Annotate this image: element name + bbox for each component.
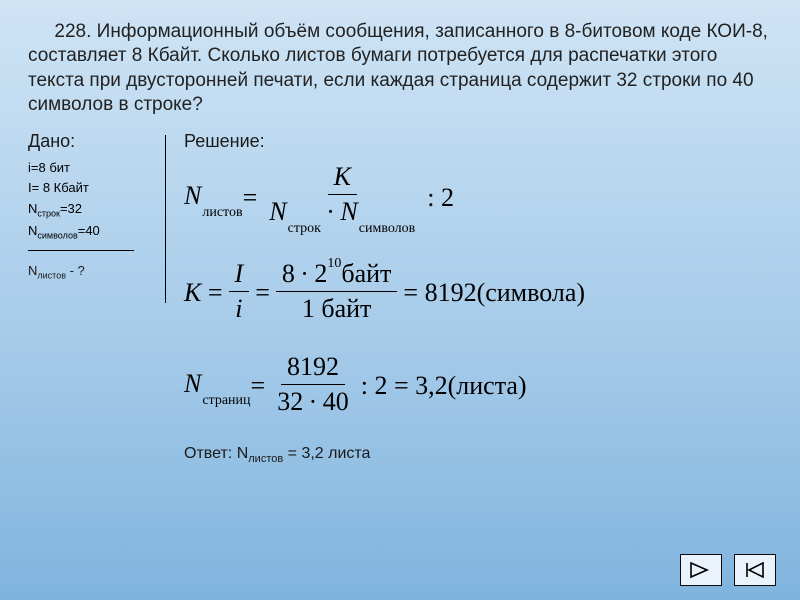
- nav-controls: [680, 554, 776, 586]
- f1-den-b-var: N: [340, 197, 357, 226]
- f1-den-a-var: N: [269, 197, 286, 226]
- play-forward-icon: [689, 561, 713, 579]
- f2-f1-num: I: [229, 259, 250, 292]
- answer-sep: :: [228, 445, 237, 462]
- f1-fraction: K Nстрок ∙ Nсимволов: [263, 162, 421, 233]
- answer-label: Ответ: [184, 445, 228, 462]
- f2-num-tail: байт: [341, 259, 391, 288]
- slide: 228. Информационный объём сообщения, зап…: [0, 0, 800, 466]
- given-line-3-sub: строк: [37, 208, 60, 218]
- f1-lhs-var: N: [184, 181, 201, 210]
- f3-eq: =: [251, 371, 266, 401]
- given-title: Дано:: [28, 131, 166, 152]
- problem-number: 228.: [54, 21, 91, 42]
- answer-val: = 3,2 листа: [283, 445, 370, 462]
- divider-vertical: [165, 135, 166, 303]
- f1-den-b-sub: символов: [359, 221, 416, 236]
- f1-lhs-sub: листов: [202, 205, 242, 220]
- next-slide-button[interactable]: [680, 554, 722, 586]
- f2-f1-den: i: [229, 292, 248, 326]
- f3-lhs-var: N: [184, 369, 201, 398]
- given-list: i=8 бит I= 8 Кбайт Nстрок=32 Nсимволов=4…: [28, 158, 134, 250]
- f3-fraction: 8192 32 ∙ 40: [271, 352, 355, 419]
- f1-num: K: [328, 162, 357, 195]
- skip-start-icon: [743, 561, 767, 579]
- find-rest: - ?: [66, 263, 85, 278]
- given-line-4-sub: символов: [37, 231, 77, 241]
- first-slide-button[interactable]: [734, 554, 776, 586]
- given-find: Nлистов - ?: [28, 263, 166, 281]
- f2-fraction-1: I i: [229, 259, 250, 326]
- answer-sub: листов: [248, 454, 283, 466]
- given-line-1: i=8 бит: [28, 158, 134, 178]
- problem-statement: 228. Информационный объём сообщения, зап…: [28, 20, 772, 117]
- find-sub: листов: [37, 270, 66, 280]
- given-line-2: I= 8 Кбайт: [28, 178, 134, 198]
- f1-tail: : 2: [427, 183, 454, 213]
- solution-title: Решение:: [184, 131, 772, 152]
- f3-den: 32 ∙ 40: [271, 385, 355, 419]
- given-line-3-var: N: [28, 201, 37, 216]
- f1-eq: =: [243, 183, 258, 213]
- f2-den: 1 байт: [296, 292, 378, 326]
- f2-lhs: K =: [184, 278, 223, 308]
- f1-dot: ∙: [321, 197, 341, 226]
- formula-2: K = I i = 8 ∙ 210байт 1 байт = 8192(симв…: [184, 259, 772, 326]
- f3-lhs-sub: страниц: [202, 393, 250, 408]
- answer-var: N: [237, 445, 249, 462]
- given-line-3: Nстрок=32: [28, 199, 134, 222]
- formula-3: Nстраниц = 8192 32 ∙ 40 : 2 = 3,2(листа): [184, 352, 772, 419]
- given-column: Дано: i=8 бит I= 8 Кбайт Nстрок=32 Nсимв…: [28, 131, 166, 465]
- f2-num-base: 8 ∙ 2: [282, 259, 328, 288]
- given-line-3-rest: =32: [60, 201, 82, 216]
- given-line-4: Nсимволов=40: [28, 221, 134, 244]
- given-line-4-var: N: [28, 223, 37, 238]
- content-columns: Дано: i=8 бит I= 8 Кбайт Nстрок=32 Nсимв…: [28, 131, 772, 465]
- f3-num: 8192: [281, 352, 345, 385]
- given-line-4-rest: =40: [78, 223, 100, 238]
- f2-fraction-2: 8 ∙ 210байт 1 байт: [276, 259, 398, 326]
- f1-den-a-sub: строк: [288, 221, 321, 236]
- f2-num-sup: 10: [327, 256, 341, 271]
- find-var: N: [28, 263, 37, 278]
- f1-den: Nстрок ∙ Nсимволов: [263, 195, 421, 233]
- f2-eq: =: [255, 278, 270, 308]
- formula-1: Nлистов = K Nстрок ∙ Nсимволов : 2: [184, 162, 772, 233]
- f3-tail: : 2 = 3,2(листа): [361, 371, 527, 401]
- answer: Ответ: Nлистов = 3,2 листа: [184, 445, 772, 465]
- f2-result: = 8192(символа): [403, 278, 585, 308]
- problem-text: Информационный объём сообщения, записанн…: [28, 21, 768, 115]
- f2-num: 8 ∙ 210байт: [276, 259, 398, 292]
- solution-column: Решение: Nлистов = K Nстрок ∙ Nсимволов …: [166, 131, 772, 465]
